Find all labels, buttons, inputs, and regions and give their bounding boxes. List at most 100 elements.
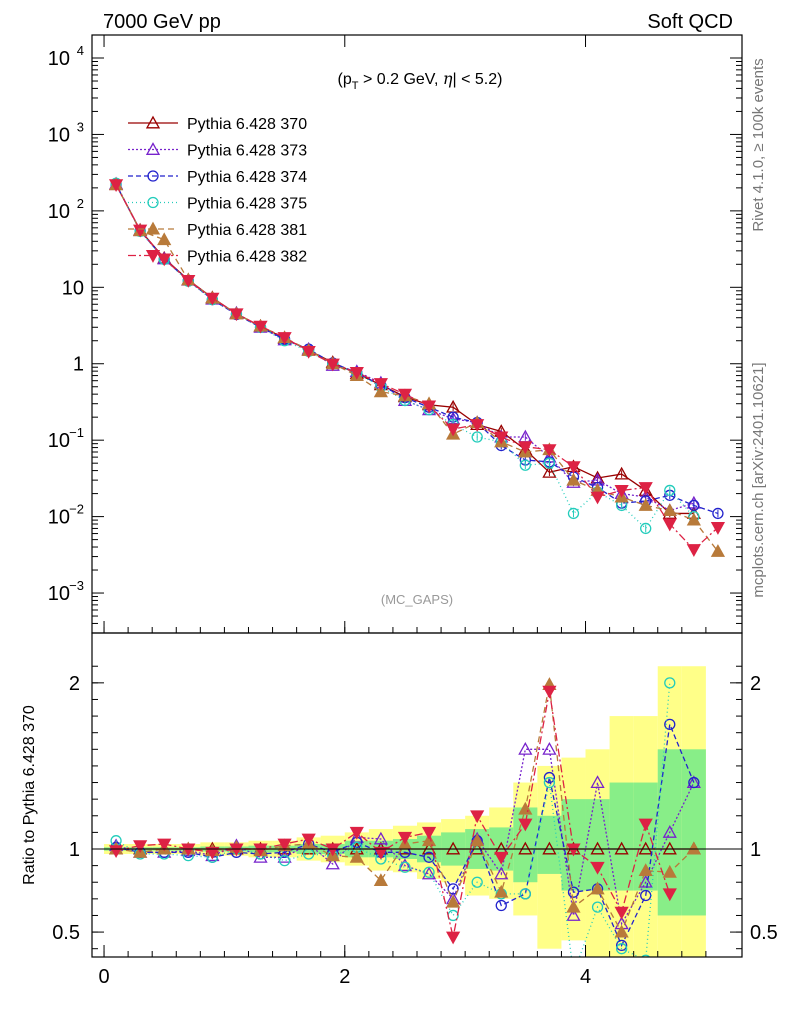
ratio-point xyxy=(421,833,437,847)
ratio-point xyxy=(542,685,557,699)
ratio-point xyxy=(662,841,677,855)
ratio-point xyxy=(664,718,676,731)
ratio-point xyxy=(518,801,533,815)
band-green-bin xyxy=(609,782,634,891)
data-point xyxy=(542,444,557,458)
ratio-point xyxy=(423,866,435,878)
data-point xyxy=(640,522,652,535)
ratio-point xyxy=(638,863,653,877)
data-point xyxy=(590,491,605,505)
legend-label: Pythia 6.428 373 xyxy=(187,143,307,160)
ratio-point xyxy=(181,843,196,857)
data-point xyxy=(470,419,485,432)
ratio-point xyxy=(349,849,364,863)
ratio-point xyxy=(614,924,629,938)
ratio-point xyxy=(638,818,653,832)
ratio-point xyxy=(543,771,556,784)
ratio-point xyxy=(566,843,581,857)
series-line xyxy=(115,184,719,552)
legend-marker xyxy=(145,250,161,263)
data-point xyxy=(686,512,701,526)
data-point xyxy=(566,472,581,486)
ratio-point xyxy=(421,866,437,880)
data-point xyxy=(277,332,292,345)
ratio-point xyxy=(399,861,411,873)
y-tick-exponent: −3 xyxy=(69,578,84,593)
title-sub: T xyxy=(352,80,359,92)
ratio-point xyxy=(542,841,557,855)
legend-label: Pythia 6.428 374 xyxy=(187,169,307,186)
y-tick-exponent: 4 xyxy=(77,43,84,58)
y-tick-label: 10 xyxy=(48,430,70,452)
data-point xyxy=(566,461,581,475)
ratio-point xyxy=(253,849,268,863)
ratio-point xyxy=(641,954,651,957)
ratio-point xyxy=(638,874,653,888)
data-point xyxy=(518,441,533,455)
ratio-point xyxy=(590,775,605,788)
ratio-y-label: Ratio to Pythia 6.428 370 xyxy=(21,705,38,885)
ratio-point xyxy=(423,851,435,863)
plot-title: (pT > 0.2 GeV, η| < 5.2) xyxy=(338,69,503,92)
ratio-tick-label-left: 1 xyxy=(69,839,80,861)
ratio-point xyxy=(494,851,509,865)
data-point xyxy=(710,522,726,535)
ratio-tick-label-right: 0.5 xyxy=(750,922,778,944)
ratio-point xyxy=(518,741,533,755)
ratio-point xyxy=(446,841,461,855)
ratio-point xyxy=(590,881,605,895)
ratio-point xyxy=(421,826,437,840)
ratio-point xyxy=(229,843,244,857)
x-tick-label: 0 xyxy=(98,966,109,988)
legend-label: Pythia 6.428 375 xyxy=(187,196,307,213)
legend-marker xyxy=(147,170,159,182)
x-tick-label: 4 xyxy=(580,966,591,988)
ratio-uncertainty-bands xyxy=(104,666,706,957)
title-post: | < 5.2) xyxy=(452,71,502,88)
ratio-point xyxy=(253,843,268,857)
data-point xyxy=(662,518,677,532)
data-point xyxy=(471,431,483,443)
ratio-point xyxy=(446,931,461,945)
ratio-point xyxy=(590,861,605,875)
data-point xyxy=(421,400,437,414)
y-tick-exponent: 3 xyxy=(77,119,84,134)
band-green-bin xyxy=(681,749,706,916)
header-right: Soft QCD xyxy=(647,11,733,33)
data-point xyxy=(253,320,268,334)
watermark: (MC_GAPS) xyxy=(381,592,453,607)
y-tick-label: 10 xyxy=(48,124,70,146)
title-mid: > 0.2 GeV, xyxy=(359,71,443,88)
ratio-point xyxy=(349,826,364,840)
data-point xyxy=(638,482,653,495)
legend-label: Pythia 6.428 370 xyxy=(187,116,307,133)
ratio-tick-label-left: 2 xyxy=(69,673,80,695)
x-tick-label: 2 xyxy=(339,966,350,988)
data-point xyxy=(325,358,340,372)
ratio-point xyxy=(133,840,148,854)
title-eta: η xyxy=(443,69,453,88)
rivet-label: Rivet 4.1.0, ≥ 100k events xyxy=(750,58,767,231)
ratio-point xyxy=(615,943,628,955)
data-point xyxy=(662,503,677,517)
ratio-point xyxy=(686,841,701,855)
ratio-tick-label-right: 1 xyxy=(750,839,761,861)
data-point xyxy=(638,498,653,511)
ratio-point xyxy=(495,899,507,912)
legend-marker xyxy=(145,115,161,129)
ratio-point xyxy=(518,818,533,832)
ratio-tick-label-right: 2 xyxy=(750,673,761,695)
data-point xyxy=(301,345,316,359)
ratio-point xyxy=(518,841,533,855)
ratio-point xyxy=(688,776,700,789)
ratio-point xyxy=(494,884,509,898)
ratio-point xyxy=(638,841,653,855)
legend-marker xyxy=(147,196,159,209)
y-tick-label: 10 xyxy=(48,583,70,605)
ratio-point xyxy=(494,866,509,880)
ratio-point xyxy=(446,894,461,908)
ratio-point xyxy=(447,883,459,895)
band-green-bin xyxy=(585,799,610,891)
ratio-point xyxy=(325,843,340,857)
ratio-point xyxy=(278,854,291,867)
